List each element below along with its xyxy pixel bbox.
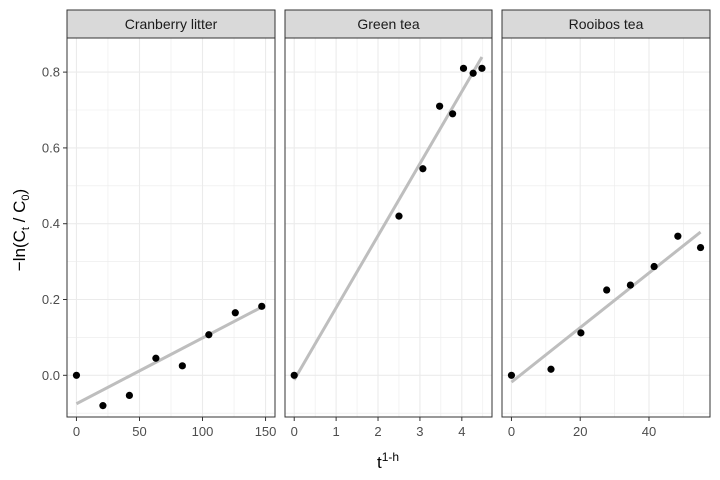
data-point xyxy=(469,69,477,77)
data-point xyxy=(650,262,658,271)
y-tick-label: 0.8 xyxy=(42,65,60,80)
data-point xyxy=(449,110,457,118)
data-point xyxy=(258,302,266,310)
data-point xyxy=(436,102,444,110)
trend-line xyxy=(292,56,484,381)
data-point xyxy=(507,371,516,379)
y-tick-label: 0.2 xyxy=(42,292,60,307)
x-tick-label: 20 xyxy=(573,424,587,439)
y-tick-label: 0.6 xyxy=(42,140,60,155)
x-axis-title: t1-h xyxy=(377,450,399,472)
x-tick-label: 150 xyxy=(255,424,277,439)
data-point xyxy=(99,402,107,410)
x-tick-label: 0 xyxy=(291,424,298,439)
facet-strip-label: Green tea xyxy=(357,16,419,32)
data-point xyxy=(459,64,468,72)
x-tick-label: 4 xyxy=(458,424,465,439)
data-point xyxy=(577,329,585,337)
x-tick-label: 50 xyxy=(132,424,146,439)
facet-strip-label: Cranberry litter xyxy=(125,16,218,32)
panel-3: Rooibos tea 0 20 40 xyxy=(501,9,711,439)
data-point xyxy=(205,331,213,339)
trend-line xyxy=(75,305,263,406)
y-axis: 0.0 0.2 0.4 0.6 0.8 xyxy=(42,65,67,383)
data-point xyxy=(696,243,705,252)
facet-strip-label: Rooibos tea xyxy=(569,16,644,32)
trend-line xyxy=(510,230,702,384)
data-point xyxy=(603,286,611,294)
data-point xyxy=(674,232,682,240)
y-axis-title: −ln(Ct / C0) xyxy=(10,189,32,271)
data-point xyxy=(178,362,186,370)
data-point xyxy=(290,371,298,379)
panel-background xyxy=(502,38,710,417)
data-point xyxy=(72,371,81,379)
data-point xyxy=(152,354,160,362)
panels: Cranberry litter 0 50 100 150 Green tea 0 1 2 3 4 R… xyxy=(66,9,711,439)
facet-strip xyxy=(284,9,493,39)
x-tick-label: 40 xyxy=(642,424,656,439)
y-tick-label: 0.4 xyxy=(42,216,60,231)
panel-2: Green tea 0 1 2 3 4 xyxy=(284,9,493,439)
data-point xyxy=(395,212,403,220)
data-point xyxy=(478,64,486,72)
x-tick-label: 100 xyxy=(192,424,214,439)
panel-1: Cranberry litter 0 50 100 150 xyxy=(66,9,277,439)
data-point xyxy=(547,365,555,373)
data-point xyxy=(419,165,427,173)
y-tick-label: 0.0 xyxy=(42,368,60,383)
data-point xyxy=(125,391,133,399)
x-tick-label: 2 xyxy=(374,424,381,439)
x-tick-label: 3 xyxy=(416,424,423,439)
data-point xyxy=(626,281,635,289)
x-tick-label: 0 xyxy=(73,424,80,439)
data-point xyxy=(231,309,239,317)
facet-strip xyxy=(501,9,711,39)
facet-strip xyxy=(66,9,276,39)
x-tick-label: 0 xyxy=(508,424,515,439)
x-tick-label: 1 xyxy=(333,424,340,439)
